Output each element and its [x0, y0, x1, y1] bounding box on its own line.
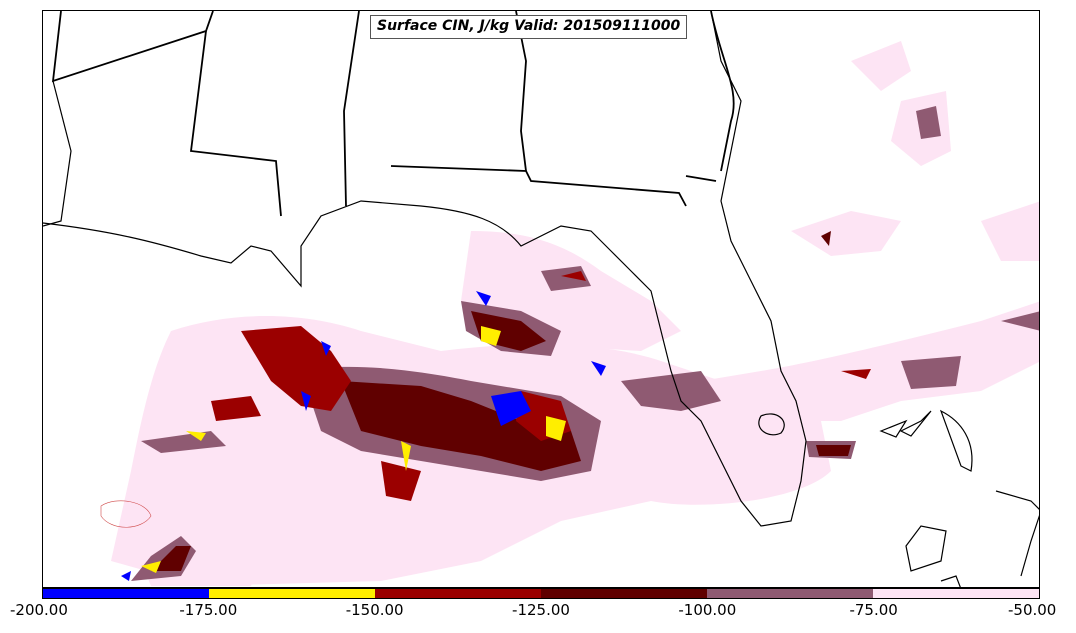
colorbar-segment: [375, 589, 541, 598]
colorbar-tick-label: -50.00: [1008, 601, 1057, 619]
colorbar-segment: [43, 589, 209, 598]
colorbar-segment: [209, 589, 375, 598]
cin-red-areas: [211, 271, 871, 501]
colorbar-tick-label: -150.00: [345, 601, 404, 619]
cin-blue-areas: [121, 291, 606, 581]
state-borders: [51, 11, 735, 217]
colorbar: [42, 588, 1040, 599]
colorbar-segment: [707, 589, 873, 598]
colorbar-tick-label: -175.00: [179, 601, 238, 619]
coastline: [43, 11, 1039, 587]
colorbar-tick-label: -100.00: [678, 601, 737, 619]
cin-yellow-areas: [141, 326, 566, 573]
colorbar-segment: [873, 589, 1039, 598]
cin-pale-pink-areas: [111, 41, 1039, 586]
colorbar-tick-label: -200.00: [10, 601, 68, 619]
map-panel: [42, 10, 1040, 588]
colorbar-tick-label: -125.00: [512, 601, 570, 619]
colorbar-tick-label: -75.00: [849, 601, 898, 619]
colorbar-segment: [541, 589, 707, 598]
map-title: Surface CIN, J/kg Valid: 201509111000: [370, 15, 688, 39]
cin-map: [43, 11, 1039, 587]
